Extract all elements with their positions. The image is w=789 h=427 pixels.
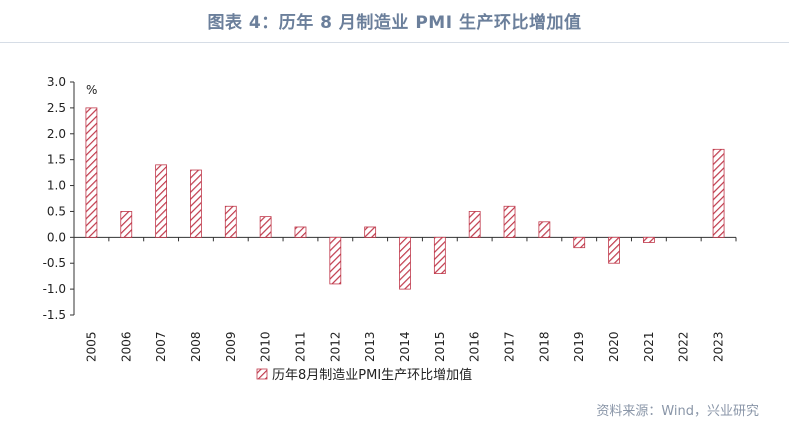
- y-tick-label: 1.0: [47, 179, 66, 193]
- bar-2014: [399, 236, 411, 290]
- x-tick-label: 2009: [224, 331, 238, 362]
- x-tick-label: 2005: [84, 331, 98, 362]
- source-note: 资料来源：Wind，兴业研究: [596, 404, 759, 419]
- y-tick-label: -0.5: [43, 256, 66, 270]
- x-tick-label: 2011: [293, 331, 307, 362]
- bar-2013: [364, 226, 377, 238]
- chart-labels: 3.0 2.5 2.0 1.5 1.0 0.5 0.0 -0.5 -1.0 -1.5% 2005 20…: [43, 75, 726, 362]
- bar-2021: [642, 236, 655, 243]
- y-tick-label: 0.0: [47, 230, 66, 244]
- y-tick-label: 3.0: [47, 75, 66, 89]
- x-tick-label: 2007: [154, 331, 168, 362]
- bar-2019: [573, 236, 586, 249]
- legend-label: 历年8月制造业PMI生产环比增加值: [272, 367, 472, 383]
- x-tick-label: 2018: [537, 331, 551, 362]
- bar-2015: [433, 236, 446, 274]
- x-tick-label: 2008: [189, 331, 203, 362]
- x-tick-label: 2010: [259, 331, 273, 362]
- legend-swatch: [256, 368, 268, 380]
- bar-2011: [294, 226, 307, 238]
- bar-2007: [155, 164, 168, 238]
- x-tick-label: 2017: [503, 331, 517, 362]
- chart-legend: 历年8月制造业PMI生产环比增加值: [256, 367, 472, 383]
- bar-chart: 3.0 2.5 2.0 1.5 1.0 0.5 0.0 -0.5 -1.0 -1.5% 2005 20…: [43, 75, 737, 383]
- x-tick-label: 2019: [572, 331, 586, 362]
- x-tick-label: 2020: [607, 331, 621, 362]
- bar-2016: [468, 211, 481, 238]
- bar-2020: [608, 236, 620, 264]
- y-tick-label: 2.0: [47, 127, 66, 141]
- bar-2023: [712, 148, 725, 238]
- title-divider: [0, 42, 789, 43]
- x-tick-label: 2006: [119, 331, 133, 362]
- x-tick-label: 2013: [363, 331, 377, 362]
- y-tick-label: -1.5: [43, 308, 66, 322]
- y-unit-label: %: [86, 83, 97, 97]
- bar-2008: [190, 169, 202, 238]
- chart-bars: [85, 107, 725, 290]
- x-tick-label: 2021: [642, 331, 656, 362]
- x-tick-label: 2015: [433, 331, 447, 362]
- x-tick-label: 2016: [468, 331, 482, 362]
- bar-2009: [224, 205, 237, 238]
- bar-2010: [259, 216, 272, 238]
- bar-2006: [120, 211, 133, 238]
- x-tick-label: 2022: [677, 331, 691, 362]
- x-tick-label: 2023: [712, 331, 726, 362]
- bar-2018: [538, 221, 551, 238]
- chart-title: 图表 4：历年 8 月制造业 PMI 生产环比增加值: [207, 13, 582, 33]
- x-tick-label: 2012: [328, 331, 342, 362]
- bar-2012: [329, 236, 342, 285]
- y-tick-label: 0.5: [47, 204, 66, 218]
- bar-2005: [85, 107, 98, 238]
- y-tick-label: 1.5: [47, 153, 66, 167]
- x-tick-label: 2014: [398, 331, 412, 362]
- bar-2017: [503, 205, 516, 238]
- y-tick-label: 2.5: [47, 101, 66, 115]
- y-tick-label: -1.0: [43, 282, 66, 296]
